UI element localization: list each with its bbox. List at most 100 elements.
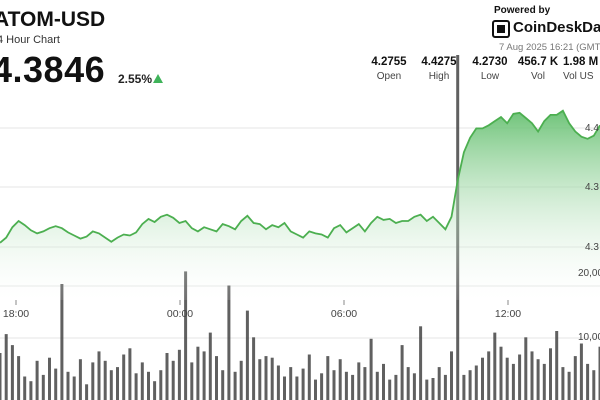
- volume-bar: [190, 362, 194, 400]
- volume-bar: [555, 331, 559, 400]
- stat-low-label: Low: [480, 71, 500, 82]
- volume-bar: [29, 381, 33, 400]
- y-tick-label-volume: 10,000: [578, 332, 600, 343]
- volume-bar: [443, 374, 447, 400]
- volume-bar: [369, 338, 373, 400]
- x-tick-label: 00:00: [167, 308, 193, 320]
- volume-bar: [4, 334, 8, 400]
- volume-bar: [23, 376, 27, 400]
- timestamp: 7 Aug 2025 16:21 (GMT: [499, 42, 600, 53]
- volume-bar: [579, 343, 583, 400]
- y-tick-label-price: 4.4: [585, 123, 599, 134]
- volume-bar: [542, 363, 546, 400]
- volume-bar: [109, 370, 113, 400]
- x-tick-label: 12:00: [495, 308, 521, 320]
- volume-bar: [406, 367, 410, 400]
- volume-bar: [221, 370, 225, 400]
- price-change: 2.55%: [118, 72, 153, 86]
- volume-bar: [592, 370, 596, 400]
- volume-bar: [351, 374, 355, 400]
- volume-bar: [586, 363, 590, 400]
- volume-bar: [536, 359, 540, 400]
- volume-bar: [17, 356, 21, 400]
- volume-bar: [215, 356, 218, 400]
- volume-bar: [276, 365, 280, 400]
- stat-high: 4.4275 High: [414, 56, 464, 82]
- volume-bar: [573, 356, 577, 400]
- volume-bar: [289, 367, 293, 400]
- volume-bar: [518, 354, 522, 400]
- brand-name[interactable]: CoinDeskDat: [513, 19, 600, 36]
- coindesk-logo-icon: [492, 20, 510, 38]
- volume-bar: [134, 373, 138, 400]
- volume-bar: [375, 371, 379, 400]
- volume-bar: [332, 370, 336, 400]
- volume-bar: [326, 356, 330, 400]
- volume-bar: [196, 346, 200, 400]
- powered-by-label: Powered by: [494, 5, 551, 16]
- volume-bar: [295, 376, 299, 400]
- volume-bar: [419, 326, 423, 400]
- volume-bar: [549, 348, 552, 400]
- volume-bar: [66, 371, 70, 400]
- volume-bar: [357, 362, 361, 400]
- volume-bar: [412, 373, 416, 400]
- volume-bar: [10, 345, 14, 400]
- stat-vol-usd-label: Vol US: [563, 71, 594, 82]
- volume-bar: [425, 379, 429, 400]
- stat-low-value: 4.2730: [472, 56, 508, 68]
- volume-bar: [431, 378, 435, 400]
- volume-bar: [72, 376, 76, 400]
- volume-bar: [530, 351, 534, 400]
- pair-title: ATOM-USD: [0, 8, 106, 31]
- chart-subtitle: 4 Hour Chart: [0, 34, 60, 46]
- volume-bar: [307, 354, 311, 400]
- volume-bar: [147, 371, 150, 400]
- volume-bar: [159, 370, 163, 400]
- volume-bar: [233, 371, 237, 400]
- volume-bar: [474, 365, 478, 400]
- volume-bar: [165, 353, 169, 400]
- stat-open: 4.2755 Open: [364, 56, 414, 82]
- x-tick-label: 18:00: [3, 308, 29, 320]
- stat-low: 4.2730 Low: [465, 56, 515, 82]
- volume-bar: [487, 351, 491, 400]
- volume-bar: [388, 379, 392, 400]
- stat-open-label: Open: [376, 71, 402, 82]
- volume-bar: [60, 284, 64, 400]
- volume-bar: [505, 357, 509, 400]
- stat-vol-usd-value: 1.98 M: [563, 56, 599, 68]
- volume-bar: [264, 356, 268, 400]
- volume-bar: [91, 362, 95, 400]
- y-tick-label-volume: 20,000: [578, 268, 600, 279]
- volume-bar: [344, 371, 348, 400]
- stat-vol-value: 456.7 K: [517, 56, 559, 68]
- volume-bar: [320, 373, 324, 400]
- volume-bar: [54, 368, 58, 400]
- volume-bar: [97, 351, 101, 400]
- volume-bar: [140, 362, 144, 400]
- current-price: 4.3846: [0, 49, 106, 90]
- volume-bar: [0, 353, 2, 400]
- volume-bar: [283, 376, 286, 400]
- stat-vol: 456.7 K Vol: [513, 56, 563, 82]
- x-tick-label: 06:00: [331, 308, 357, 320]
- volume-bar: [78, 359, 82, 400]
- volume-bar: [128, 348, 132, 400]
- volume-bar: [35, 360, 39, 400]
- volume-bar: [314, 379, 317, 400]
- volume-bar: [184, 271, 188, 400]
- volume-bar: [382, 363, 385, 400]
- volume-bar: [239, 360, 243, 400]
- y-tick-label-price: 4.3: [585, 182, 599, 193]
- volume-bar: [493, 332, 497, 400]
- volume-bar: [450, 351, 453, 400]
- volume-bar: [252, 337, 256, 400]
- volume-bar: [561, 367, 565, 400]
- volume-bar: [301, 368, 305, 400]
- volume-bar: [153, 381, 157, 400]
- volume-bar: [171, 360, 175, 400]
- volume-bar: [122, 354, 126, 400]
- y-tick-label-price: 4.3: [585, 242, 599, 253]
